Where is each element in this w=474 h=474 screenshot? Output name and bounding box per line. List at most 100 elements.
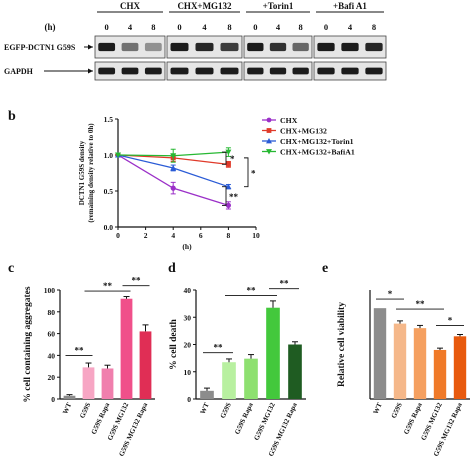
x-tick-label: 4 (171, 231, 175, 240)
x-tick-label: WT (61, 401, 73, 415)
bar (413, 328, 427, 399)
data-point (170, 185, 176, 191)
x-tick-label: G59S (390, 401, 404, 419)
significance-mark: ** (214, 343, 224, 353)
blot-band (317, 42, 335, 52)
bar (373, 308, 387, 399)
y-tick-label: 20 (48, 373, 56, 382)
blot-band (365, 42, 383, 52)
data-point (170, 164, 177, 171)
blot-band (341, 67, 359, 75)
blot-group-label: CHX+MG132 (177, 1, 232, 11)
y-tick-label: 40 (184, 286, 192, 295)
blot-time-label: 4 (348, 22, 353, 32)
blot-band (170, 67, 189, 75)
bar (120, 298, 133, 399)
blot-band (247, 67, 264, 75)
blot-band (269, 42, 287, 52)
legend-marker (266, 128, 272, 133)
blot-band (220, 67, 239, 75)
x-tick-label: WT (372, 401, 384, 415)
legend-label: CHX+MG132 (280, 127, 327, 136)
blot-time-label: 0 (177, 22, 181, 32)
x-tick-label: G59S Rapa (233, 401, 255, 436)
y-axis-label: % cell death (169, 318, 179, 369)
significance-bracket (222, 151, 227, 165)
line-chart-panel-b: b 0.0 0.5 1.0 1.5 0 2 4 6 8 10 (h) DCTN1 G59S densit… (8, 109, 355, 251)
blot-band (317, 67, 335, 75)
legend-label: CHX (280, 116, 298, 125)
bar (139, 331, 152, 399)
significance-bracket (244, 157, 249, 188)
y-tick-label: 0.0 (104, 223, 114, 232)
blot-time-label: 8 (227, 22, 231, 32)
x-tick-label: 10 (252, 231, 260, 240)
significance-mark: ** (416, 299, 426, 309)
x-tick-label: G59S (219, 401, 233, 419)
y-axis-label: DCTN1 G59S density (78, 140, 86, 205)
panel-label: c (8, 261, 14, 276)
panel-label: d (168, 261, 176, 276)
x-tick-label: 2 (144, 231, 148, 240)
significance-mark: ** (247, 285, 257, 295)
significance-mark: ** (280, 279, 290, 289)
data-point (225, 183, 232, 190)
blot-band (98, 42, 116, 52)
y-axis-label: Relative cell viability (337, 302, 347, 387)
blot-band (247, 42, 264, 52)
significance-mark: ** (132, 276, 142, 286)
y-tick-label: 40 (48, 351, 56, 360)
bar-chart-panel-c: c 0 20 40 60 80 100 % cell containing aggregate… (8, 261, 155, 458)
legend-label: CHX+MG132+Torin1 (280, 137, 354, 146)
data-point (225, 161, 231, 167)
blot-time-label: 8 (372, 22, 376, 32)
significance-mark: * (230, 154, 235, 164)
y-axis-label: (remaining density relative to 0h) (87, 123, 95, 223)
x-tick-label: 6 (199, 231, 203, 240)
blot-row-label: GAPDH (4, 67, 34, 76)
blot-group-label: +Bafi A1 (333, 1, 367, 11)
significance-mark: * (448, 315, 453, 325)
significance-mark: ** (229, 192, 239, 202)
significance-mark: ** (75, 345, 85, 355)
x-tick-label: G59S (78, 401, 92, 419)
panel-label: b (8, 109, 16, 124)
y-tick-label: 80 (48, 308, 56, 317)
blot-band (341, 42, 359, 52)
blot-band (121, 67, 139, 75)
y-tick-label: 0.5 (104, 187, 114, 196)
y-tick-label: 10 (184, 368, 192, 377)
bar (222, 362, 236, 399)
arrow-icon (88, 44, 93, 50)
data-point (115, 152, 121, 158)
significance-bracket (222, 186, 227, 206)
legend-marker (266, 138, 272, 144)
western-blot-panel: (h) CHX 0 4 8 CHX+MG132 0 4 8 +Torin1 0 4 8 +Bafi A1 0… (4, 1, 387, 81)
blot-band (292, 67, 309, 75)
blot-band (269, 67, 287, 75)
significance-mark: * (388, 289, 393, 299)
x-tick-label: WT (199, 401, 211, 415)
blot-time-label: 8 (299, 22, 303, 32)
bar-chart-panel-d: d 0 10 20 30 40 % cell death WT G59S G59S RapaG59… (168, 261, 306, 458)
bar (393, 323, 407, 399)
blot-band (144, 67, 162, 75)
blot-time-label: 0 (105, 22, 109, 32)
blot-time-label: 0 (253, 22, 257, 32)
blot-band (121, 42, 139, 52)
x-tick-label: G59S Rapa (402, 401, 424, 436)
blot-time-label: 4 (202, 22, 207, 32)
bar (453, 336, 467, 399)
blot-band (98, 67, 116, 75)
panel-label: e (322, 261, 328, 276)
blot-group-label: +Torin1 (263, 1, 294, 11)
data-point (170, 153, 177, 159)
y-tick-label: 1.5 (104, 115, 114, 124)
x-axis-label: (h) (182, 242, 192, 251)
y-tick-label: 0 (187, 395, 191, 404)
blot-band (365, 67, 383, 75)
bar (433, 349, 447, 399)
legend-label: CHX+MG132+BafiA1 (280, 148, 355, 157)
